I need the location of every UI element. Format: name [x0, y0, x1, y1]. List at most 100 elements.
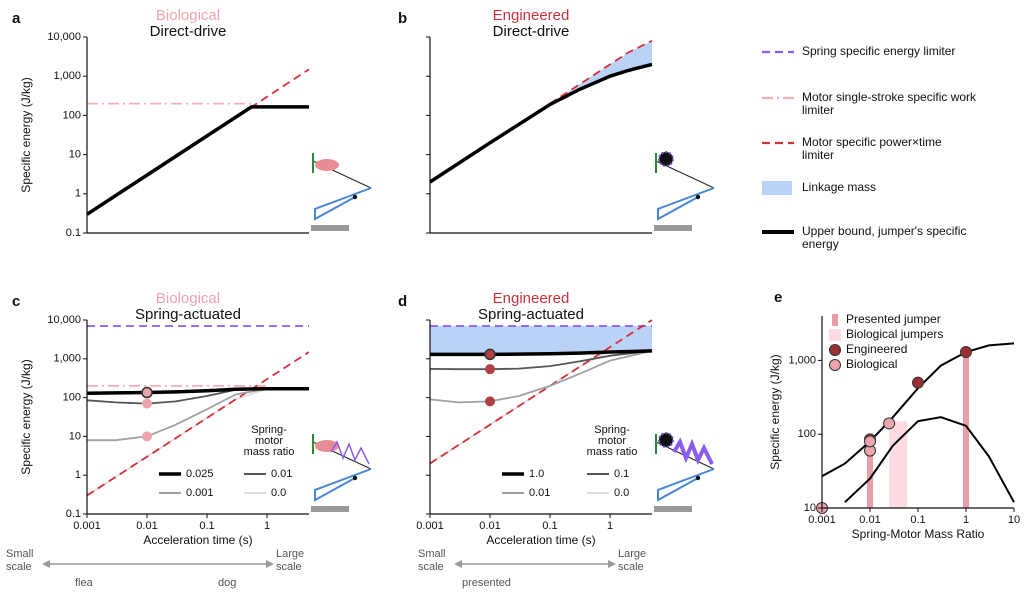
panel-title: Engineered — [493, 7, 570, 24]
y-tick-label: 0.1 — [66, 227, 81, 239]
legend-label: 0.0 — [614, 487, 629, 499]
plot-area — [430, 39, 653, 184]
y-tick-label: 1,000 — [788, 354, 816, 366]
scale-mark: dog — [218, 577, 237, 589]
marker — [142, 398, 153, 409]
y-tick-label: 10,000 — [47, 314, 81, 326]
panel-title: Biological — [156, 290, 220, 307]
legend-title: mass ratio — [244, 446, 295, 458]
plot-area — [430, 319, 653, 465]
legend-label: 0.1 — [614, 468, 629, 480]
legend-label: 0.01 — [529, 487, 550, 499]
legend-label: 0.025 — [186, 468, 214, 480]
icon-joint — [352, 475, 358, 481]
scale-left: Small scale — [6, 548, 34, 573]
y-axis-label: Specific energy (J/kg) — [19, 77, 33, 192]
y-tick-label: 1,000 — [53, 353, 81, 365]
icon-base — [311, 506, 349, 512]
panel-subtitle: Spring-actuated — [135, 306, 241, 323]
icon-linkage — [657, 468, 715, 502]
jumper-icon — [311, 434, 372, 512]
legend-label: Motor single-stroke specific work limite… — [802, 90, 977, 117]
biological-jumpers-span — [889, 421, 908, 508]
scale-right: Large scale — [618, 548, 647, 573]
y-tick-label: 10 — [804, 502, 816, 514]
icon-linkage — [314, 187, 372, 221]
marker — [142, 431, 153, 442]
legend-title: Spring- — [251, 424, 287, 436]
presented-jumper-bar — [963, 352, 969, 508]
y-tick-label: 100 — [798, 428, 816, 440]
icon-motor — [658, 151, 674, 167]
series-line — [430, 350, 653, 371]
arrow-head — [608, 560, 616, 568]
legend-title: motor — [255, 435, 283, 447]
x-tick-label: 0.001 — [416, 520, 444, 532]
legend-swatch — [832, 314, 838, 326]
legend-swatch — [762, 181, 792, 195]
marker — [484, 348, 496, 361]
marker — [864, 435, 876, 448]
marker — [960, 346, 972, 359]
x-tick-label: 1 — [963, 514, 969, 526]
legend-label: Spring specific energy limiter — [802, 44, 956, 58]
icon-joint — [352, 194, 358, 200]
legend-label: Linkage mass — [802, 180, 877, 194]
legend-label: Presented jumper — [846, 312, 941, 326]
panel-letter: a — [12, 10, 21, 27]
panel-title: Biological — [156, 7, 220, 24]
panel-letter: d — [398, 293, 407, 310]
icon-base — [654, 225, 692, 231]
y-tick-label: 100 — [63, 109, 81, 121]
y-tick-label: 10 — [69, 430, 81, 442]
y-tick-label: 1,000 — [53, 70, 81, 82]
legend-label: 1.0 — [529, 468, 544, 480]
y-axis-label: Specific energy (J/kg) — [19, 359, 33, 474]
series-line — [430, 62, 653, 184]
y-tick-label: 100 — [63, 392, 81, 404]
series-line — [430, 349, 653, 357]
x-tick-label: 1 — [264, 520, 270, 532]
scale-right: Large scale — [276, 548, 305, 573]
x-tick-label: 0.001 — [808, 514, 836, 526]
legend-swatch — [829, 344, 841, 356]
arrow-head — [266, 560, 274, 568]
y-tick-label: 0.1 — [66, 508, 81, 520]
jumper-icon — [311, 153, 372, 231]
scale-left: Small scale — [418, 548, 446, 573]
x-tick-label: 0.01 — [859, 514, 880, 526]
x-tick-label: 1 — [607, 520, 613, 532]
y-tick-label: 10,000 — [47, 31, 81, 43]
series-line — [87, 386, 309, 395]
panel-letter: b — [398, 10, 407, 27]
legend-label: 0.01 — [271, 468, 292, 480]
panel-subtitle: Direct-drive — [150, 23, 227, 40]
legend-title: Spring- — [594, 424, 630, 436]
arrow-head — [42, 560, 50, 568]
series-line — [87, 105, 309, 216]
icon-linkage — [657, 187, 715, 221]
legend-swatch — [829, 359, 841, 371]
arrow-head — [454, 560, 462, 568]
x-tick-label: 10 — [1008, 514, 1020, 526]
x-tick-label: 0.01 — [479, 520, 500, 532]
legend-label: Motor specific power×time limiter — [802, 135, 942, 162]
legend-title: mass ratio — [587, 446, 638, 458]
legend-label: Upper bound, jumper's specific energy — [802, 224, 967, 251]
x-axis-label: Spring-Motor Mass Ratio — [852, 527, 985, 541]
panel-letter: e — [774, 289, 782, 306]
icon-spring — [672, 437, 714, 465]
marker — [485, 364, 496, 375]
marker — [485, 396, 496, 407]
panel-title: Engineered — [493, 290, 570, 307]
y-tick-label: 1 — [75, 469, 81, 481]
x-tick-label: 0.1 — [199, 520, 214, 532]
legend-label: Biological — [846, 357, 897, 371]
series-line — [430, 350, 653, 404]
icon-base — [311, 225, 349, 231]
x-tick-label: 0.1 — [910, 514, 925, 526]
x-tick-label: 0.01 — [136, 520, 157, 532]
series-line — [87, 351, 310, 497]
